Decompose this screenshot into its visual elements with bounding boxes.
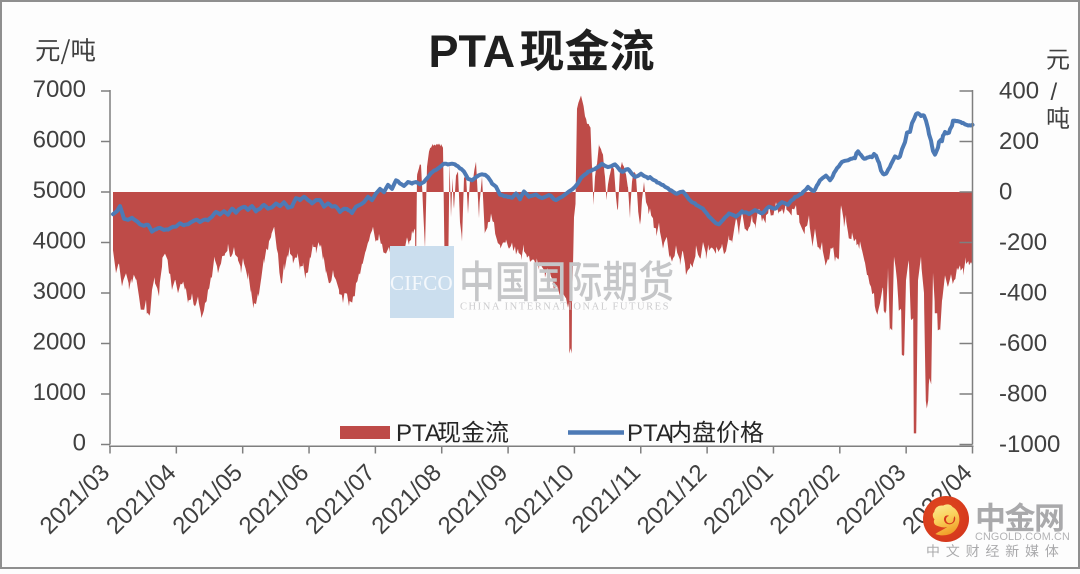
svg-text:6000: 6000 [33,127,86,154]
svg-text:5000: 5000 [33,177,86,204]
svg-text:/: / [1051,79,1058,106]
svg-text:3000: 3000 [33,278,86,305]
svg-text:2000: 2000 [33,329,86,356]
svg-text:0: 0 [999,179,1012,206]
svg-text:400: 400 [999,78,1039,105]
svg-text:-600: -600 [999,330,1047,357]
svg-text:PTA: PTA [429,26,516,77]
svg-text:-200: -200 [999,229,1047,256]
svg-text:CNGOLD.COM.CN: CNGOLD.COM.CN [975,531,1070,543]
svg-text:4000: 4000 [33,228,86,255]
svg-text:-800: -800 [999,381,1047,408]
svg-text:200: 200 [999,128,1039,155]
svg-text:-400: -400 [999,280,1047,307]
svg-text:7000: 7000 [33,76,86,103]
svg-text:1000: 1000 [33,379,86,406]
svg-text:PTA: PTA [396,420,441,447]
svg-text:0: 0 [73,430,86,457]
svg-text:CHINA INTERNATIONAL FUTURES: CHINA INTERNATIONAL FUTURES [460,302,670,313]
svg-text:-1000: -1000 [999,431,1060,458]
svg-text:CIFCO: CIFCO [390,271,453,295]
svg-text:PTA: PTA [627,420,672,447]
